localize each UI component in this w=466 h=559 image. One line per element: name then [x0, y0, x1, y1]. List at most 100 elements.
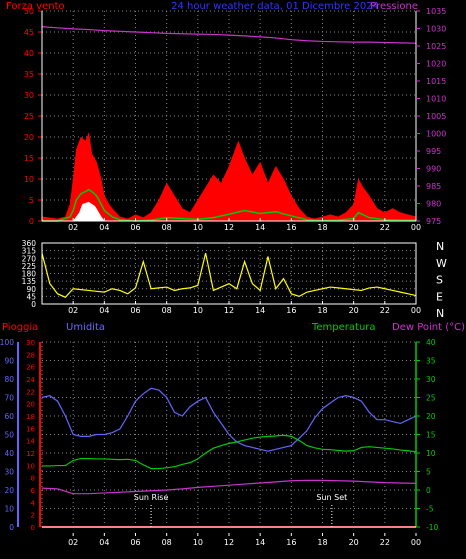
wind-tick-label: 45: [24, 28, 34, 37]
pressure-tick-label: 1005: [426, 112, 446, 121]
x-tick-label: 20: [349, 306, 359, 315]
direction-grid: [41, 242, 417, 305]
humidity-tick-label: 40: [4, 449, 14, 458]
dewpoint-line: [41, 479, 417, 495]
temperature-tick-label: 20: [426, 412, 436, 421]
x-tick-label: 04: [99, 223, 109, 232]
direction-tick-label: 45: [26, 292, 36, 301]
chart-title: 24 hour weather data, 01 Dicembre 2024: [171, 1, 379, 12]
x-tick-label: 00: [411, 538, 421, 547]
wind-average-line: [42, 188, 416, 222]
rain-tick-label: 14: [26, 438, 35, 446]
direction-tick-label: 90: [26, 285, 36, 294]
wind-calm-area: [72, 201, 105, 222]
x-tick-label: 18: [317, 306, 327, 315]
compass-label: N: [436, 240, 444, 253]
wind-tick-label: 50: [24, 7, 34, 16]
x-tick-label: 08: [162, 538, 172, 547]
humidity-axis-title: Umidita: [66, 322, 105, 333]
x-tick-label: 00: [411, 306, 421, 315]
compass-label: S: [436, 274, 443, 287]
x-tick-label: 22: [380, 538, 390, 547]
temperature-humidity-chart: Pioggia Umidita Temperatura Dew Point (°…: [0, 322, 465, 547]
rain-tick-label: 8: [31, 475, 35, 483]
x-tick-label: 22: [380, 306, 390, 315]
rain-tick-label: 16: [26, 425, 35, 433]
wind-tick-label: 20: [24, 133, 34, 142]
pressure-tick-label: 1000: [426, 130, 446, 139]
pressure-tick-label: 990: [426, 165, 441, 174]
compass-label: W: [436, 257, 447, 270]
wind-tick-label: 30: [24, 91, 34, 100]
wind-tick-label: 15: [24, 154, 34, 163]
wind-gust-area: [41, 132, 417, 222]
x-tick-label: 04: [99, 306, 109, 315]
direction-tick-label: 180: [22, 270, 37, 279]
humidity-tick-label: 0: [9, 523, 14, 532]
x-tick-label: 12: [224, 223, 234, 232]
humidity-tick-label: 50: [4, 431, 14, 440]
rain-tick-label: 12: [26, 450, 35, 458]
wind-tick-label: 25: [24, 112, 34, 121]
wind-axis-title: Forza vento: [6, 1, 65, 12]
rain-tick-label: 6: [31, 487, 36, 495]
rain-tick-label: 2: [31, 512, 35, 520]
direction-tick-label: 360: [22, 239, 37, 248]
rain-tick-label: 30: [26, 339, 35, 347]
direction-tick-label: 315: [22, 247, 37, 256]
humidity-line: [41, 387, 417, 452]
temperature-tick-label: 10: [426, 449, 436, 458]
rain-tick-label: 24: [26, 376, 35, 384]
temperature-tick-label: 40: [426, 338, 436, 347]
x-tick-label: 02: [68, 538, 78, 547]
direction-series: [41, 253, 417, 298]
direction-tick-label: 135: [22, 277, 37, 286]
wind-tick-label: 10: [24, 175, 34, 184]
rain-tick-label: 4: [31, 499, 36, 507]
x-tick-label: 12: [224, 538, 234, 547]
x-tick-label: 18: [317, 538, 327, 547]
x-tick-label: 10: [193, 538, 203, 547]
x-tick-label: 18: [317, 223, 327, 232]
humidity-tick-label: 10: [4, 505, 14, 514]
temperature-line: [42, 434, 417, 470]
wind-tick-label: 40: [24, 49, 34, 58]
x-tick-label: 02: [68, 306, 78, 315]
pressure-tick-label: 995: [426, 147, 441, 156]
temperature-tick-label: 15: [426, 431, 436, 440]
x-tick-label: 12: [224, 306, 234, 315]
wind-tick-label: 0: [29, 217, 34, 226]
temperature-axis-title: Temperatura: [311, 322, 376, 333]
wind-series: [41, 26, 417, 222]
direction-tick-label: 0: [31, 300, 36, 309]
pressure-tick-label: 1020: [426, 60, 446, 69]
temperature-tick-label: -10: [426, 523, 438, 532]
x-tick-label: 16: [286, 306, 296, 315]
temperature-tick-label: 5: [426, 468, 431, 477]
x-tick-label: 08: [162, 223, 172, 232]
humidity-tick-label: 70: [4, 394, 14, 403]
humidity-tick-label: 20: [4, 486, 14, 495]
x-tick-label: 10: [193, 223, 203, 232]
pressure-tick-label: 1015: [426, 77, 446, 86]
pressure-line: [41, 26, 417, 44]
compass-label: E: [436, 290, 443, 303]
x-tick-label: 14: [255, 306, 265, 315]
x-tick-label: 04: [99, 538, 109, 547]
x-tick-label: 16: [286, 538, 296, 547]
wind-tick-label: 35: [24, 70, 34, 79]
temperature-tick-label: 30: [426, 375, 436, 384]
x-tick-label: 14: [255, 223, 265, 232]
x-tick-label: 22: [380, 223, 390, 232]
humidity-tick-label: 30: [4, 468, 14, 477]
x-tick-label: 06: [130, 223, 140, 232]
x-tick-label: 00: [411, 223, 421, 232]
humidity-tick-label: 80: [4, 375, 14, 384]
rain-tick-label: 0: [31, 524, 35, 532]
pressure-tick-label: 980: [426, 200, 441, 209]
temperature-tick-label: 0: [426, 486, 431, 495]
x-tick-label: 10: [193, 306, 203, 315]
